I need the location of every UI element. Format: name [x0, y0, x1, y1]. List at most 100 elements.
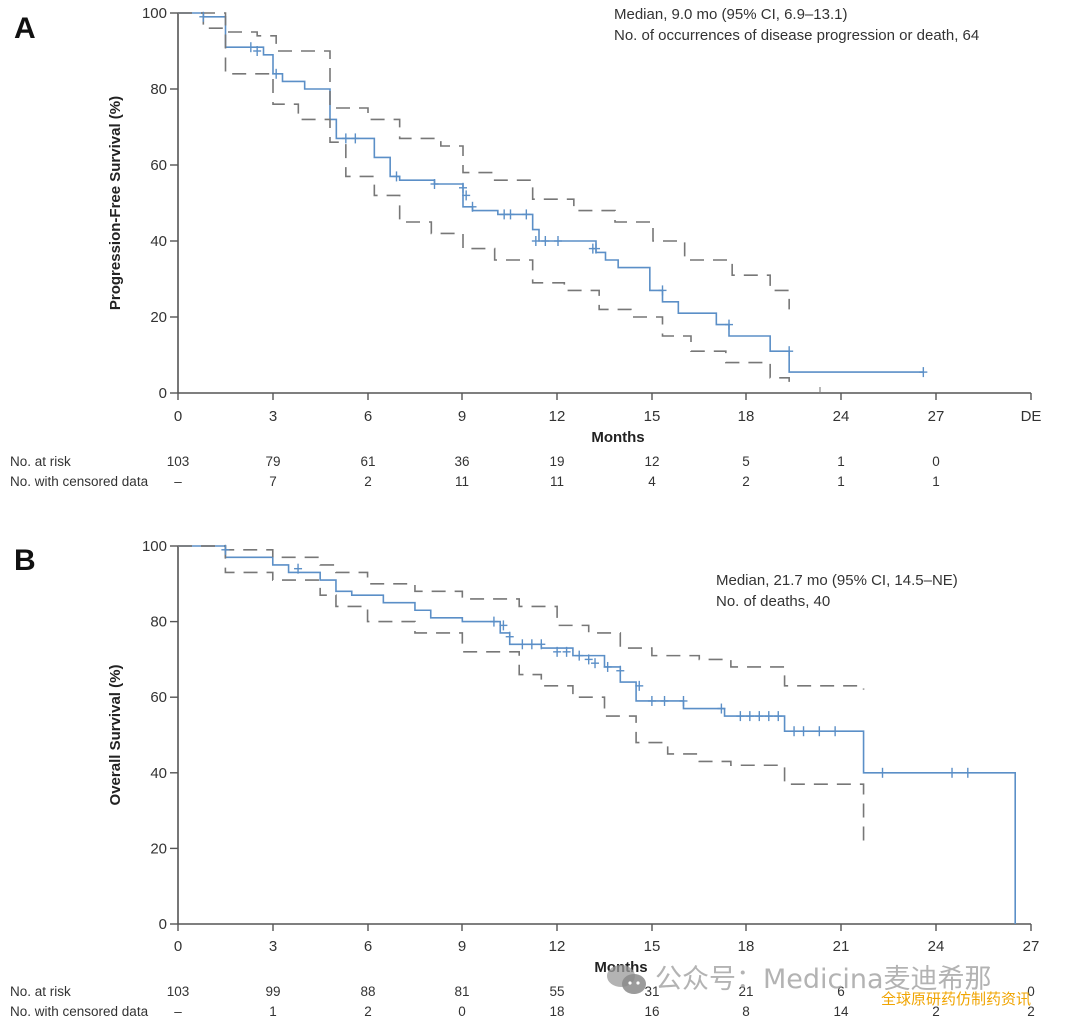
x-tick-label: 3 — [269, 408, 277, 425]
risk-table-cell: – — [174, 1004, 182, 1019]
x-tick-label: 6 — [364, 408, 372, 425]
censor-mark — [554, 236, 562, 246]
risk-table-cell: 1 — [269, 1004, 277, 1019]
x-tick-label: 27 — [1023, 938, 1040, 955]
watermark-sub-text: 全球原研药仿制药资讯 — [881, 990, 1031, 1008]
censor-mark — [790, 726, 799, 737]
x-tick-label: 6 — [364, 938, 372, 955]
censor-mark — [562, 646, 571, 657]
x-tick-label: 12 — [549, 938, 566, 955]
risk-table-cell: 6 — [837, 984, 845, 999]
censor-mark — [505, 631, 514, 642]
y-tick-label: 20 — [150, 840, 167, 857]
censor-mark — [919, 367, 928, 378]
risk-table-cell: 2 — [742, 474, 750, 489]
panel-b-y-axis-title: Overall Survival (%) — [107, 665, 124, 806]
survival-curve — [178, 12, 924, 373]
ci-lower-line — [178, 545, 865, 845]
x-tick-label: 24 — [928, 938, 945, 955]
censor-mark — [592, 243, 600, 254]
censor-mark — [831, 726, 840, 737]
risk-table-cell: 0 — [458, 1004, 466, 1019]
risk-table-cell: 19 — [549, 454, 564, 469]
censor-mark — [246, 42, 255, 53]
censor-mark — [522, 209, 531, 220]
censor-mark — [392, 171, 401, 182]
panel-b-events-annotation: No. of deaths, 40 — [716, 593, 830, 610]
risk-table-cell: 103 — [167, 984, 190, 999]
censor-mark — [717, 703, 726, 714]
risk-table-cell: 11 — [455, 474, 469, 489]
risk-table-cell: 36 — [454, 454, 469, 469]
y-tick-label: 40 — [150, 765, 167, 782]
censor-mark — [531, 236, 540, 246]
censor-mark — [575, 650, 584, 661]
risk-table-cell: 1 — [837, 474, 845, 489]
risk-table-cell: 0 — [932, 454, 940, 469]
x-tick-label: 9 — [458, 408, 466, 425]
censor-mark — [553, 646, 562, 657]
censor-mark — [462, 190, 471, 201]
censor-mark — [541, 236, 550, 246]
censor-mark — [647, 695, 656, 706]
ci-lower-line — [178, 12, 790, 390]
censor-mark — [799, 726, 808, 737]
x-tick-label: 0 — [174, 938, 182, 955]
risk-row-label-censored: No. with censored data — [10, 1004, 149, 1019]
risk-table-cell: 2 — [364, 1004, 372, 1019]
censor-mark — [199, 11, 208, 22]
risk-table-cell: – — [174, 474, 182, 489]
panel-a-label: A — [14, 12, 36, 45]
risk-table-cell: 55 — [549, 984, 564, 999]
y-tick-label: 0 — [159, 916, 167, 933]
panel-a-y-axis-title: Progression-Free Survival (%) — [107, 96, 124, 310]
risk-table-cell: 1 — [932, 474, 940, 489]
panel-a-x-axis-title: Months — [591, 429, 644, 446]
censor-mark — [815, 726, 824, 737]
risk-table-cell: 5 — [742, 454, 750, 469]
panel-a-events-annotation: No. of occurrences of disease progressio… — [614, 27, 979, 44]
panel-b-label: B — [14, 544, 36, 577]
panel-b-median-annotation: Median, 21.7 mo (95% CI, 14.5–NE) — [716, 572, 958, 589]
censor-mark — [755, 711, 764, 722]
risk-table-cell: 2 — [932, 1004, 940, 1019]
censor-mark — [679, 695, 688, 706]
censor-mark — [616, 665, 625, 676]
censor-mark — [272, 68, 281, 79]
risk-table-cell: 81 — [454, 984, 469, 999]
censor-mark — [658, 285, 667, 296]
risk-table-cell: 21 — [738, 984, 753, 999]
censor-mark — [603, 661, 612, 672]
risk-table-cell: 2 — [1027, 1004, 1035, 1019]
x-tick-label: 24 — [833, 408, 850, 425]
x-tick-label: 27 — [928, 408, 945, 425]
x-tick-label: 15 — [644, 938, 661, 955]
watermark: 公众号：Medicina麦迪希那 全球原研药仿制药资讯 — [607, 964, 1031, 1008]
x-tick-label: 18 — [738, 408, 755, 425]
risk-table-cell: 18 — [549, 1004, 564, 1019]
y-tick-label: 100 — [142, 538, 167, 555]
censor-mark — [948, 767, 957, 778]
x-tick-label: 12 — [549, 408, 566, 425]
watermark-main-text: 公众号：Medicina麦迪希那 — [655, 964, 992, 995]
censor-mark — [351, 133, 360, 144]
x-tick-label: 15 — [644, 408, 661, 425]
censor-mark — [294, 563, 303, 574]
y-tick-label: 60 — [150, 157, 167, 174]
x-tick-label: DE — [1021, 408, 1042, 425]
risk-row-label-at-risk: No. at risk — [10, 984, 71, 999]
censor-mark — [221, 544, 230, 555]
y-tick-label: 0 — [159, 385, 167, 402]
ci-upper-line — [178, 12, 790, 310]
censor-mark — [499, 620, 508, 631]
risk-table-cell: 7 — [269, 474, 277, 489]
censor-mark — [518, 639, 527, 650]
risk-table-cell: 88 — [360, 984, 375, 999]
censor-mark — [489, 616, 498, 627]
risk-row-label-at-risk: No. at risk — [10, 454, 71, 469]
risk-table-cell: 4 — [648, 474, 656, 489]
y-tick-label: 80 — [150, 614, 167, 631]
